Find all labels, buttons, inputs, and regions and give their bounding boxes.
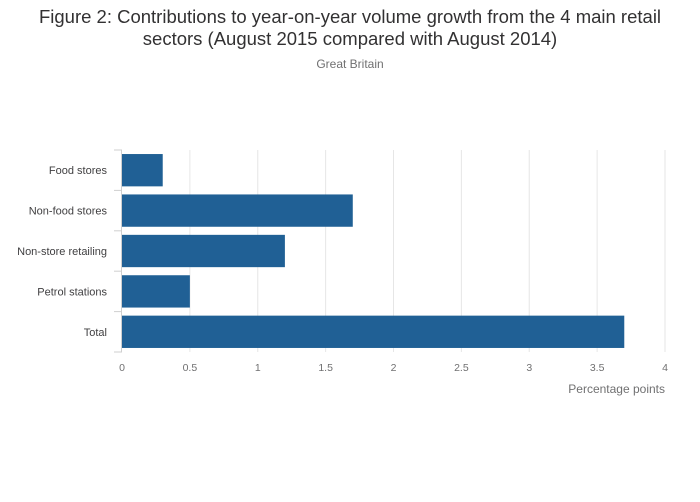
chart-title: Figure 2: Contributions to year-on-year … <box>38 6 662 49</box>
x-tick-label: 0 <box>119 362 125 374</box>
x-tick-label: 1.5 <box>318 362 333 374</box>
x-tick-label: 0.5 <box>183 362 198 374</box>
axes <box>114 149 122 353</box>
x-axis-label: Percentage points <box>568 382 665 396</box>
x-tick-labels: 0 0.5 1 1.5 2 2.5 3 3.5 4 <box>119 362 668 374</box>
chart-subtitle: Great Britain <box>316 57 384 71</box>
category-labels: Food stores Non-food stores Non-store reta… <box>17 165 107 339</box>
x-tick-label: 1 <box>255 362 261 374</box>
x-tick-label: 4 <box>662 362 668 374</box>
category-label: Petrol stations <box>37 286 107 298</box>
bar[interactable] <box>122 275 190 308</box>
bars <box>122 154 625 348</box>
x-tick-label: 3 <box>526 362 532 374</box>
x-tick-label: 2.5 <box>454 362 469 374</box>
bar[interactable] <box>122 234 285 268</box>
category-label: Non-food stores <box>29 206 108 218</box>
bar[interactable] <box>122 315 625 348</box>
bar[interactable] <box>122 154 163 187</box>
x-tick-label: 2 <box>391 362 397 374</box>
category-label: Non-store retailing <box>17 246 107 258</box>
x-tick-label: 3.5 <box>590 362 605 374</box>
bar[interactable] <box>122 194 353 227</box>
category-label: Food stores <box>49 165 108 177</box>
category-label: Total <box>84 327 107 339</box>
